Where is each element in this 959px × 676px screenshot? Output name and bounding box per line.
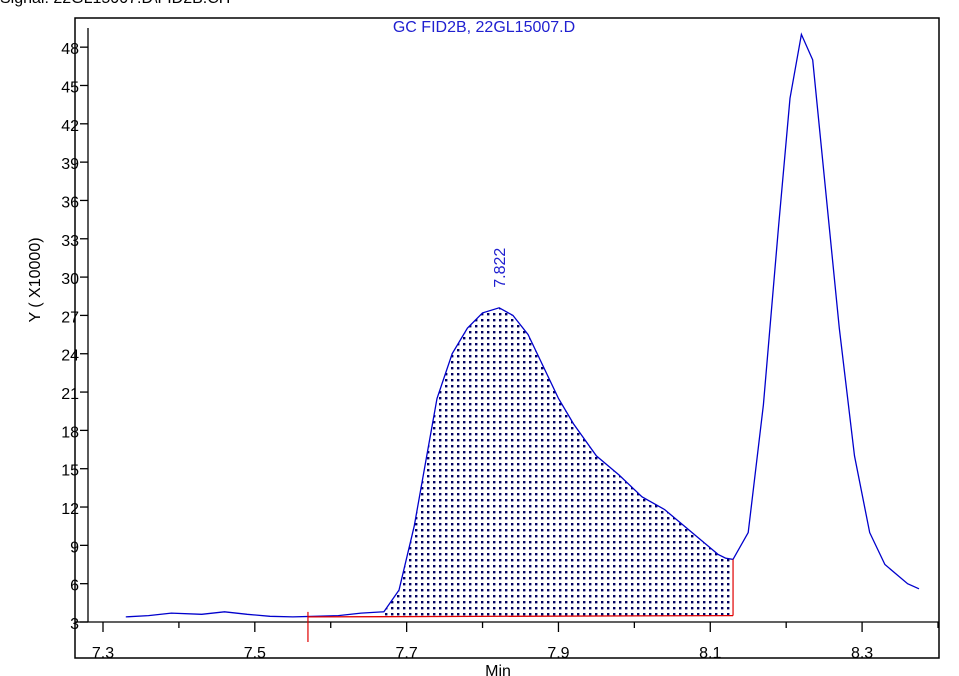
y-tick-label: 24 [61, 348, 79, 365]
baseline-line [307, 614, 734, 618]
y-tick-label: 3 [70, 616, 79, 633]
chart-title: GC FID2B, 22GL15007.D [393, 19, 575, 36]
x-tick-label: 8.1 [699, 645, 721, 662]
x-tick-label: 7.3 [92, 645, 114, 662]
y-tick-label: 30 [61, 271, 79, 288]
peak-area-fill [383, 307, 734, 617]
y-tick-label: 21 [61, 386, 79, 403]
x-tick-label: 7.5 [244, 645, 266, 662]
signal-caption: Signal: 22GL15007.D\FID2B.CH [0, 0, 230, 8]
plot-frame [74, 17, 940, 659]
y-tick-label: 9 [70, 539, 79, 556]
y-tick-label: 33 [61, 233, 79, 250]
peak-label: 7.822 [492, 248, 509, 288]
y-tick-label: 18 [61, 424, 79, 441]
y-tick-label: 42 [61, 118, 79, 135]
y-tick-label: 6 [70, 578, 79, 595]
x-axis-label: Min [485, 663, 511, 676]
x-tick-label: 8.3 [851, 645, 873, 662]
y-tick-label: 45 [61, 79, 79, 96]
y-tick-label: 12 [61, 501, 79, 518]
y-tick-label: 36 [61, 194, 79, 211]
y-tick-label: 39 [61, 156, 79, 173]
x-tick-label: 7.9 [547, 645, 569, 662]
x-tick-label: 7.7 [396, 645, 418, 662]
y-tick-label: 48 [61, 41, 79, 58]
y-tick-label: 27 [61, 309, 79, 326]
y-tick-label: 15 [61, 463, 79, 480]
x-axis: 7.3 7.5 7.7 7.9 8.1 8.3 [75, 621, 939, 662]
y-axis-label: Y ( X10000) [27, 237, 44, 322]
plot-area [125, 32, 920, 642]
